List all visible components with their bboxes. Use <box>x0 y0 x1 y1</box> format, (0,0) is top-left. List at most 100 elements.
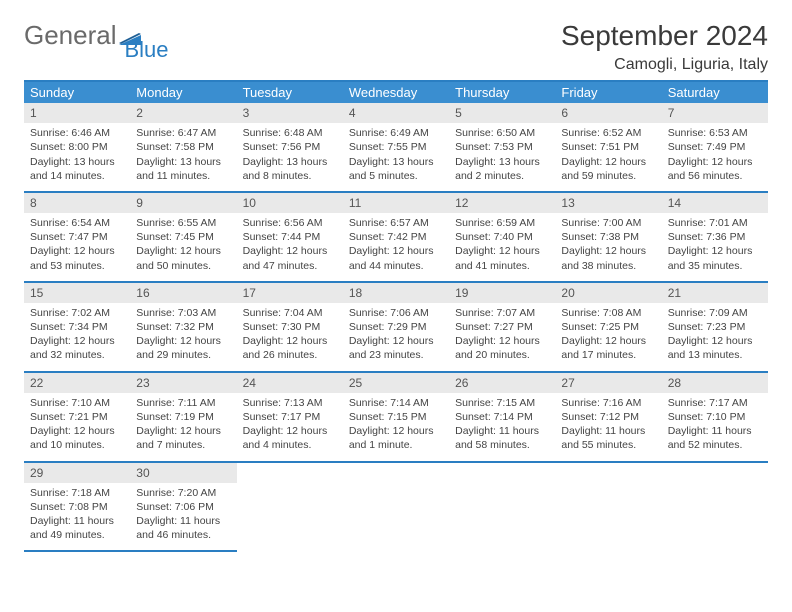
sunrise: Sunrise: 6:52 AM <box>561 126 655 140</box>
sunset: Sunset: 7:53 PM <box>455 140 549 154</box>
sunrise: Sunrise: 6:54 AM <box>30 216 124 230</box>
day-number: 8 <box>24 193 130 213</box>
day-10: 10Sunrise: 6:56 AMSunset: 7:44 PMDayligh… <box>237 193 343 281</box>
day-body: Sunrise: 7:07 AMSunset: 7:27 PMDaylight:… <box>449 303 555 371</box>
daylight: Daylight: 12 hours and 59 minutes. <box>561 155 655 183</box>
day-number: 1 <box>24 103 130 123</box>
daylight: Daylight: 12 hours and 26 minutes. <box>243 334 337 362</box>
day-7: 7Sunrise: 6:53 AMSunset: 7:49 PMDaylight… <box>662 103 768 191</box>
day-body: Sunrise: 6:49 AMSunset: 7:55 PMDaylight:… <box>343 123 449 191</box>
daylight: Daylight: 12 hours and 17 minutes. <box>561 334 655 362</box>
week-row: 22Sunrise: 7:10 AMSunset: 7:21 PMDayligh… <box>24 373 768 463</box>
day-number: 26 <box>449 373 555 393</box>
sunrise: Sunrise: 7:02 AM <box>30 306 124 320</box>
sunset: Sunset: 7:47 PM <box>30 230 124 244</box>
day-body: Sunrise: 7:16 AMSunset: 7:12 PMDaylight:… <box>555 393 661 461</box>
day-body: Sunrise: 7:04 AMSunset: 7:30 PMDaylight:… <box>237 303 343 371</box>
daylight: Daylight: 12 hours and 44 minutes. <box>349 244 443 272</box>
sunset: Sunset: 7:40 PM <box>455 230 549 244</box>
day-body: Sunrise: 6:57 AMSunset: 7:42 PMDaylight:… <box>343 213 449 281</box>
month-title: September 2024 <box>561 20 768 52</box>
day-12: 12Sunrise: 6:59 AMSunset: 7:40 PMDayligh… <box>449 193 555 281</box>
sunset: Sunset: 7:34 PM <box>30 320 124 334</box>
sunrise: Sunrise: 7:09 AM <box>668 306 762 320</box>
day-empty <box>662 463 768 553</box>
daylight: Daylight: 11 hours and 49 minutes. <box>30 514 124 542</box>
daylight: Daylight: 12 hours and 1 minute. <box>349 424 443 452</box>
daylight: Daylight: 12 hours and 13 minutes. <box>668 334 762 362</box>
day-body: Sunrise: 7:11 AMSunset: 7:19 PMDaylight:… <box>130 393 236 461</box>
day-body: Sunrise: 7:00 AMSunset: 7:38 PMDaylight:… <box>555 213 661 281</box>
sunset: Sunset: 7:38 PM <box>561 230 655 244</box>
day-26: 26Sunrise: 7:15 AMSunset: 7:14 PMDayligh… <box>449 373 555 461</box>
daylight: Daylight: 12 hours and 50 minutes. <box>136 244 230 272</box>
sunrise: Sunrise: 7:01 AM <box>668 216 762 230</box>
sunrise: Sunrise: 7:20 AM <box>136 486 230 500</box>
location: Camogli, Liguria, Italy <box>561 56 768 74</box>
day-27: 27Sunrise: 7:16 AMSunset: 7:12 PMDayligh… <box>555 373 661 461</box>
day-number: 20 <box>555 283 661 303</box>
sunset: Sunset: 7:06 PM <box>136 500 230 514</box>
day-29: 29Sunrise: 7:18 AMSunset: 7:08 PMDayligh… <box>24 463 130 553</box>
day-number: 30 <box>130 463 236 483</box>
day-number: 16 <box>130 283 236 303</box>
day-19: 19Sunrise: 7:07 AMSunset: 7:27 PMDayligh… <box>449 283 555 371</box>
sunrise: Sunrise: 6:55 AM <box>136 216 230 230</box>
day-empty <box>555 463 661 553</box>
day-1: 1 Sunrise: 6:46 AMSunset: 8:00 PMDaylight… <box>24 103 130 191</box>
sunset: Sunset: 7:19 PM <box>136 410 230 424</box>
sunrise: Sunrise: 6:49 AM <box>349 126 443 140</box>
dow-sunday: Sunday <box>24 82 130 103</box>
logo-text-2: Blue <box>125 37 169 63</box>
daylight: Daylight: 11 hours and 46 minutes. <box>136 514 230 542</box>
dow-row: SundayMondayTuesdayWednesdayThursdayFrid… <box>24 82 768 103</box>
day-8: 8Sunrise: 6:54 AMSunset: 7:47 PMDaylight… <box>24 193 130 281</box>
daylight: Daylight: 11 hours and 52 minutes. <box>668 424 762 452</box>
sunrise: Sunrise: 6:57 AM <box>349 216 443 230</box>
sunrise: Sunrise: 7:11 AM <box>136 396 230 410</box>
title-block: September 2024 Camogli, Liguria, Italy <box>561 20 768 74</box>
sunset: Sunset: 7:29 PM <box>349 320 443 334</box>
dow-tuesday: Tuesday <box>237 82 343 103</box>
daylight: Daylight: 13 hours and 8 minutes. <box>243 155 337 183</box>
sunset: Sunset: 7:27 PM <box>455 320 549 334</box>
sunrise: Sunrise: 6:56 AM <box>243 216 337 230</box>
sunrise: Sunrise: 6:50 AM <box>455 126 549 140</box>
day-17: 17Sunrise: 7:04 AMSunset: 7:30 PMDayligh… <box>237 283 343 371</box>
day-22: 22Sunrise: 7:10 AMSunset: 7:21 PMDayligh… <box>24 373 130 461</box>
week-row: 1Sunrise: 6:46 AMSunset: 8:00 PMDaylight… <box>24 103 768 193</box>
daylight: Daylight: 13 hours and 14 minutes. <box>30 155 124 183</box>
sunrise: Sunrise: 7:04 AM <box>243 306 337 320</box>
sunrise: Sunrise: 6:47 AM <box>136 126 230 140</box>
day-body: Sunrise: 6:54 AMSunset: 7:47 PMDaylight:… <box>24 213 130 281</box>
sunset: Sunset: 7:32 PM <box>136 320 230 334</box>
day-number: 23 <box>130 373 236 393</box>
day-5: 5Sunrise: 6:50 AMSunset: 7:53 PMDaylight… <box>449 103 555 191</box>
sunrise: Sunrise: 7:17 AM <box>668 396 762 410</box>
sunrise: Sunrise: 7:08 AM <box>561 306 655 320</box>
sunrise: Sunrise: 6:46 AM <box>30 126 124 140</box>
day-number: 17 <box>237 283 343 303</box>
week-row: 15Sunrise: 7:02 AMSunset: 7:34 PMDayligh… <box>24 283 768 373</box>
day-15: 15Sunrise: 7:02 AMSunset: 7:34 PMDayligh… <box>24 283 130 371</box>
day-number: 19 <box>449 283 555 303</box>
day-number: 14 <box>662 193 768 213</box>
day-body: Sunrise: 6:52 AMSunset: 7:51 PMDaylight:… <box>555 123 661 191</box>
day-body: Sunrise: 7:03 AMSunset: 7:32 PMDaylight:… <box>130 303 236 371</box>
sunset: Sunset: 7:45 PM <box>136 230 230 244</box>
day-body: Sunrise: 7:02 AMSunset: 7:34 PMDaylight:… <box>24 303 130 371</box>
day-number: 9 <box>130 193 236 213</box>
daylight: Daylight: 11 hours and 55 minutes. <box>561 424 655 452</box>
day-28: 28Sunrise: 7:17 AMSunset: 7:10 PMDayligh… <box>662 373 768 461</box>
day-number: 15 <box>24 283 130 303</box>
day-number: 7 <box>662 103 768 123</box>
dow-wednesday: Wednesday <box>343 82 449 103</box>
day-13: 13Sunrise: 7:00 AMSunset: 7:38 PMDayligh… <box>555 193 661 281</box>
sunset: Sunset: 8:00 PM <box>30 140 124 154</box>
dow-monday: Monday <box>130 82 236 103</box>
logo: General Blue <box>24 20 187 51</box>
day-21: 21Sunrise: 7:09 AMSunset: 7:23 PMDayligh… <box>662 283 768 371</box>
daylight: Daylight: 12 hours and 47 minutes. <box>243 244 337 272</box>
day-body: Sunrise: 7:08 AMSunset: 7:25 PMDaylight:… <box>555 303 661 371</box>
day-6: 6Sunrise: 6:52 AMSunset: 7:51 PMDaylight… <box>555 103 661 191</box>
